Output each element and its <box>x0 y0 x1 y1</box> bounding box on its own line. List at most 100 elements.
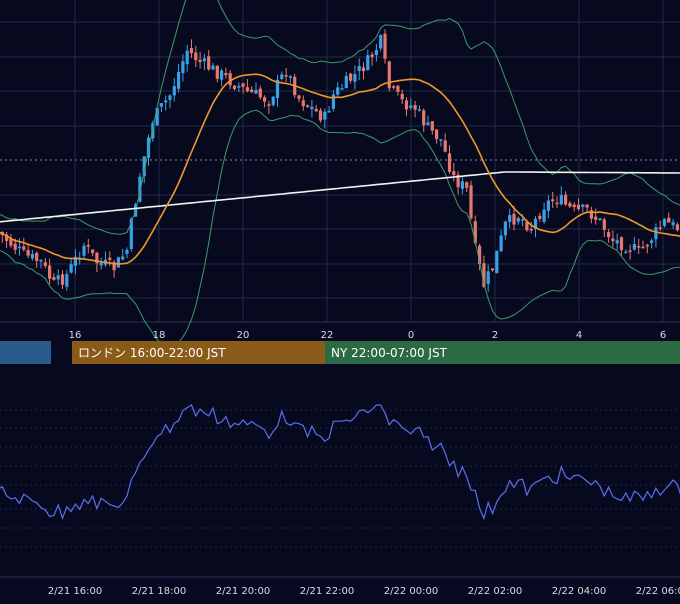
candle-body <box>374 50 378 56</box>
candle-body <box>275 79 280 99</box>
candle-body <box>280 74 284 79</box>
candle-body <box>344 76 348 89</box>
candle-body <box>624 251 628 254</box>
candle-body <box>306 105 310 107</box>
candle-body <box>60 274 65 285</box>
candle-body <box>422 110 426 126</box>
candle-body <box>241 83 245 87</box>
candle-body <box>138 176 142 202</box>
candle-body <box>232 85 237 90</box>
candle-body <box>516 217 520 222</box>
candle-body <box>254 89 258 94</box>
candle-body <box>237 86 241 88</box>
candle-body <box>482 263 486 287</box>
candle-body <box>581 204 585 208</box>
session-bar <box>325 341 680 364</box>
candle-body <box>288 76 292 78</box>
candle-body <box>585 204 589 208</box>
candle-body <box>112 262 116 271</box>
candle-body <box>499 235 503 252</box>
candle-body <box>353 74 357 82</box>
x-tick-label: 4 <box>576 330 582 341</box>
candle-body <box>447 153 452 172</box>
candle-body <box>650 240 654 243</box>
candle-body <box>564 194 568 205</box>
x-tick-label: 2/21 20:00 <box>216 586 270 597</box>
candle-body <box>572 204 576 208</box>
x-tick-label: 2/21 22:00 <box>300 586 354 597</box>
candle-body <box>525 221 529 231</box>
bollinger-upper <box>0 0 680 235</box>
candle-body <box>142 156 146 177</box>
candle-body <box>336 87 340 95</box>
candle-body <box>439 139 443 141</box>
candle-body <box>495 250 499 274</box>
candle-body <box>667 217 671 223</box>
x-tick-label: 16 <box>69 330 82 341</box>
candle-body <box>228 73 232 86</box>
candle-body <box>26 249 30 256</box>
candle-body <box>48 265 52 279</box>
candle-body <box>417 109 421 111</box>
candle-body <box>349 73 353 81</box>
candle-body <box>637 246 641 248</box>
candle-body <box>357 66 361 72</box>
candle-body <box>611 238 615 242</box>
candle-body <box>129 218 133 250</box>
session-bar <box>72 341 325 364</box>
ma-fast-line <box>0 73 680 265</box>
candle-body <box>546 200 550 211</box>
candle-body <box>245 87 249 92</box>
rsi-line <box>0 404 680 521</box>
candle-body <box>512 213 516 225</box>
candle-body <box>207 56 211 70</box>
candle-body <box>91 249 95 254</box>
candle-body <box>82 245 86 256</box>
candle-body <box>404 100 409 110</box>
session-label: NY 22:00-07:00 JST <box>331 346 448 360</box>
bollinger-lower <box>0 109 680 346</box>
candle-body <box>250 89 254 93</box>
candle-body <box>413 105 417 110</box>
candle-body <box>443 140 447 152</box>
candle-body <box>619 237 624 251</box>
candle-body <box>9 238 13 246</box>
candle-body <box>314 108 318 112</box>
candle-body <box>35 252 39 261</box>
candle-body <box>220 70 224 80</box>
candle-body <box>469 185 473 219</box>
x-tick-label: 6 <box>660 330 666 341</box>
candle-body <box>383 33 387 59</box>
candle-body <box>607 232 611 237</box>
x-tick-label: 2/21 16:00 <box>48 586 102 597</box>
candle-body <box>396 85 400 92</box>
candle-body <box>99 262 103 266</box>
candle-body <box>435 129 439 140</box>
candle-body <box>121 256 125 260</box>
candle-body <box>310 106 314 110</box>
x-tick-label: 2/22 04:00 <box>552 586 606 597</box>
candle-body <box>155 107 159 126</box>
candle-body <box>594 216 598 220</box>
candle-body <box>508 215 512 222</box>
x-tick-label: 0 <box>408 330 414 341</box>
session-bar <box>0 341 51 364</box>
candle-body <box>159 103 163 107</box>
candle-body <box>39 259 43 262</box>
candle-body <box>366 55 370 71</box>
candle-body <box>632 244 636 250</box>
candle-body <box>13 243 17 250</box>
candle-body <box>65 274 69 287</box>
candle-body <box>164 100 168 103</box>
candle-body <box>224 73 228 76</box>
candle-body <box>426 122 430 125</box>
x-tick-label: 2 <box>492 330 498 341</box>
candle-body <box>327 110 331 113</box>
candle-body <box>78 258 82 260</box>
candle-body <box>645 244 649 247</box>
candle-body <box>662 219 667 226</box>
candle-body <box>17 246 22 249</box>
candle-body <box>542 209 546 222</box>
candle-body <box>460 181 464 189</box>
